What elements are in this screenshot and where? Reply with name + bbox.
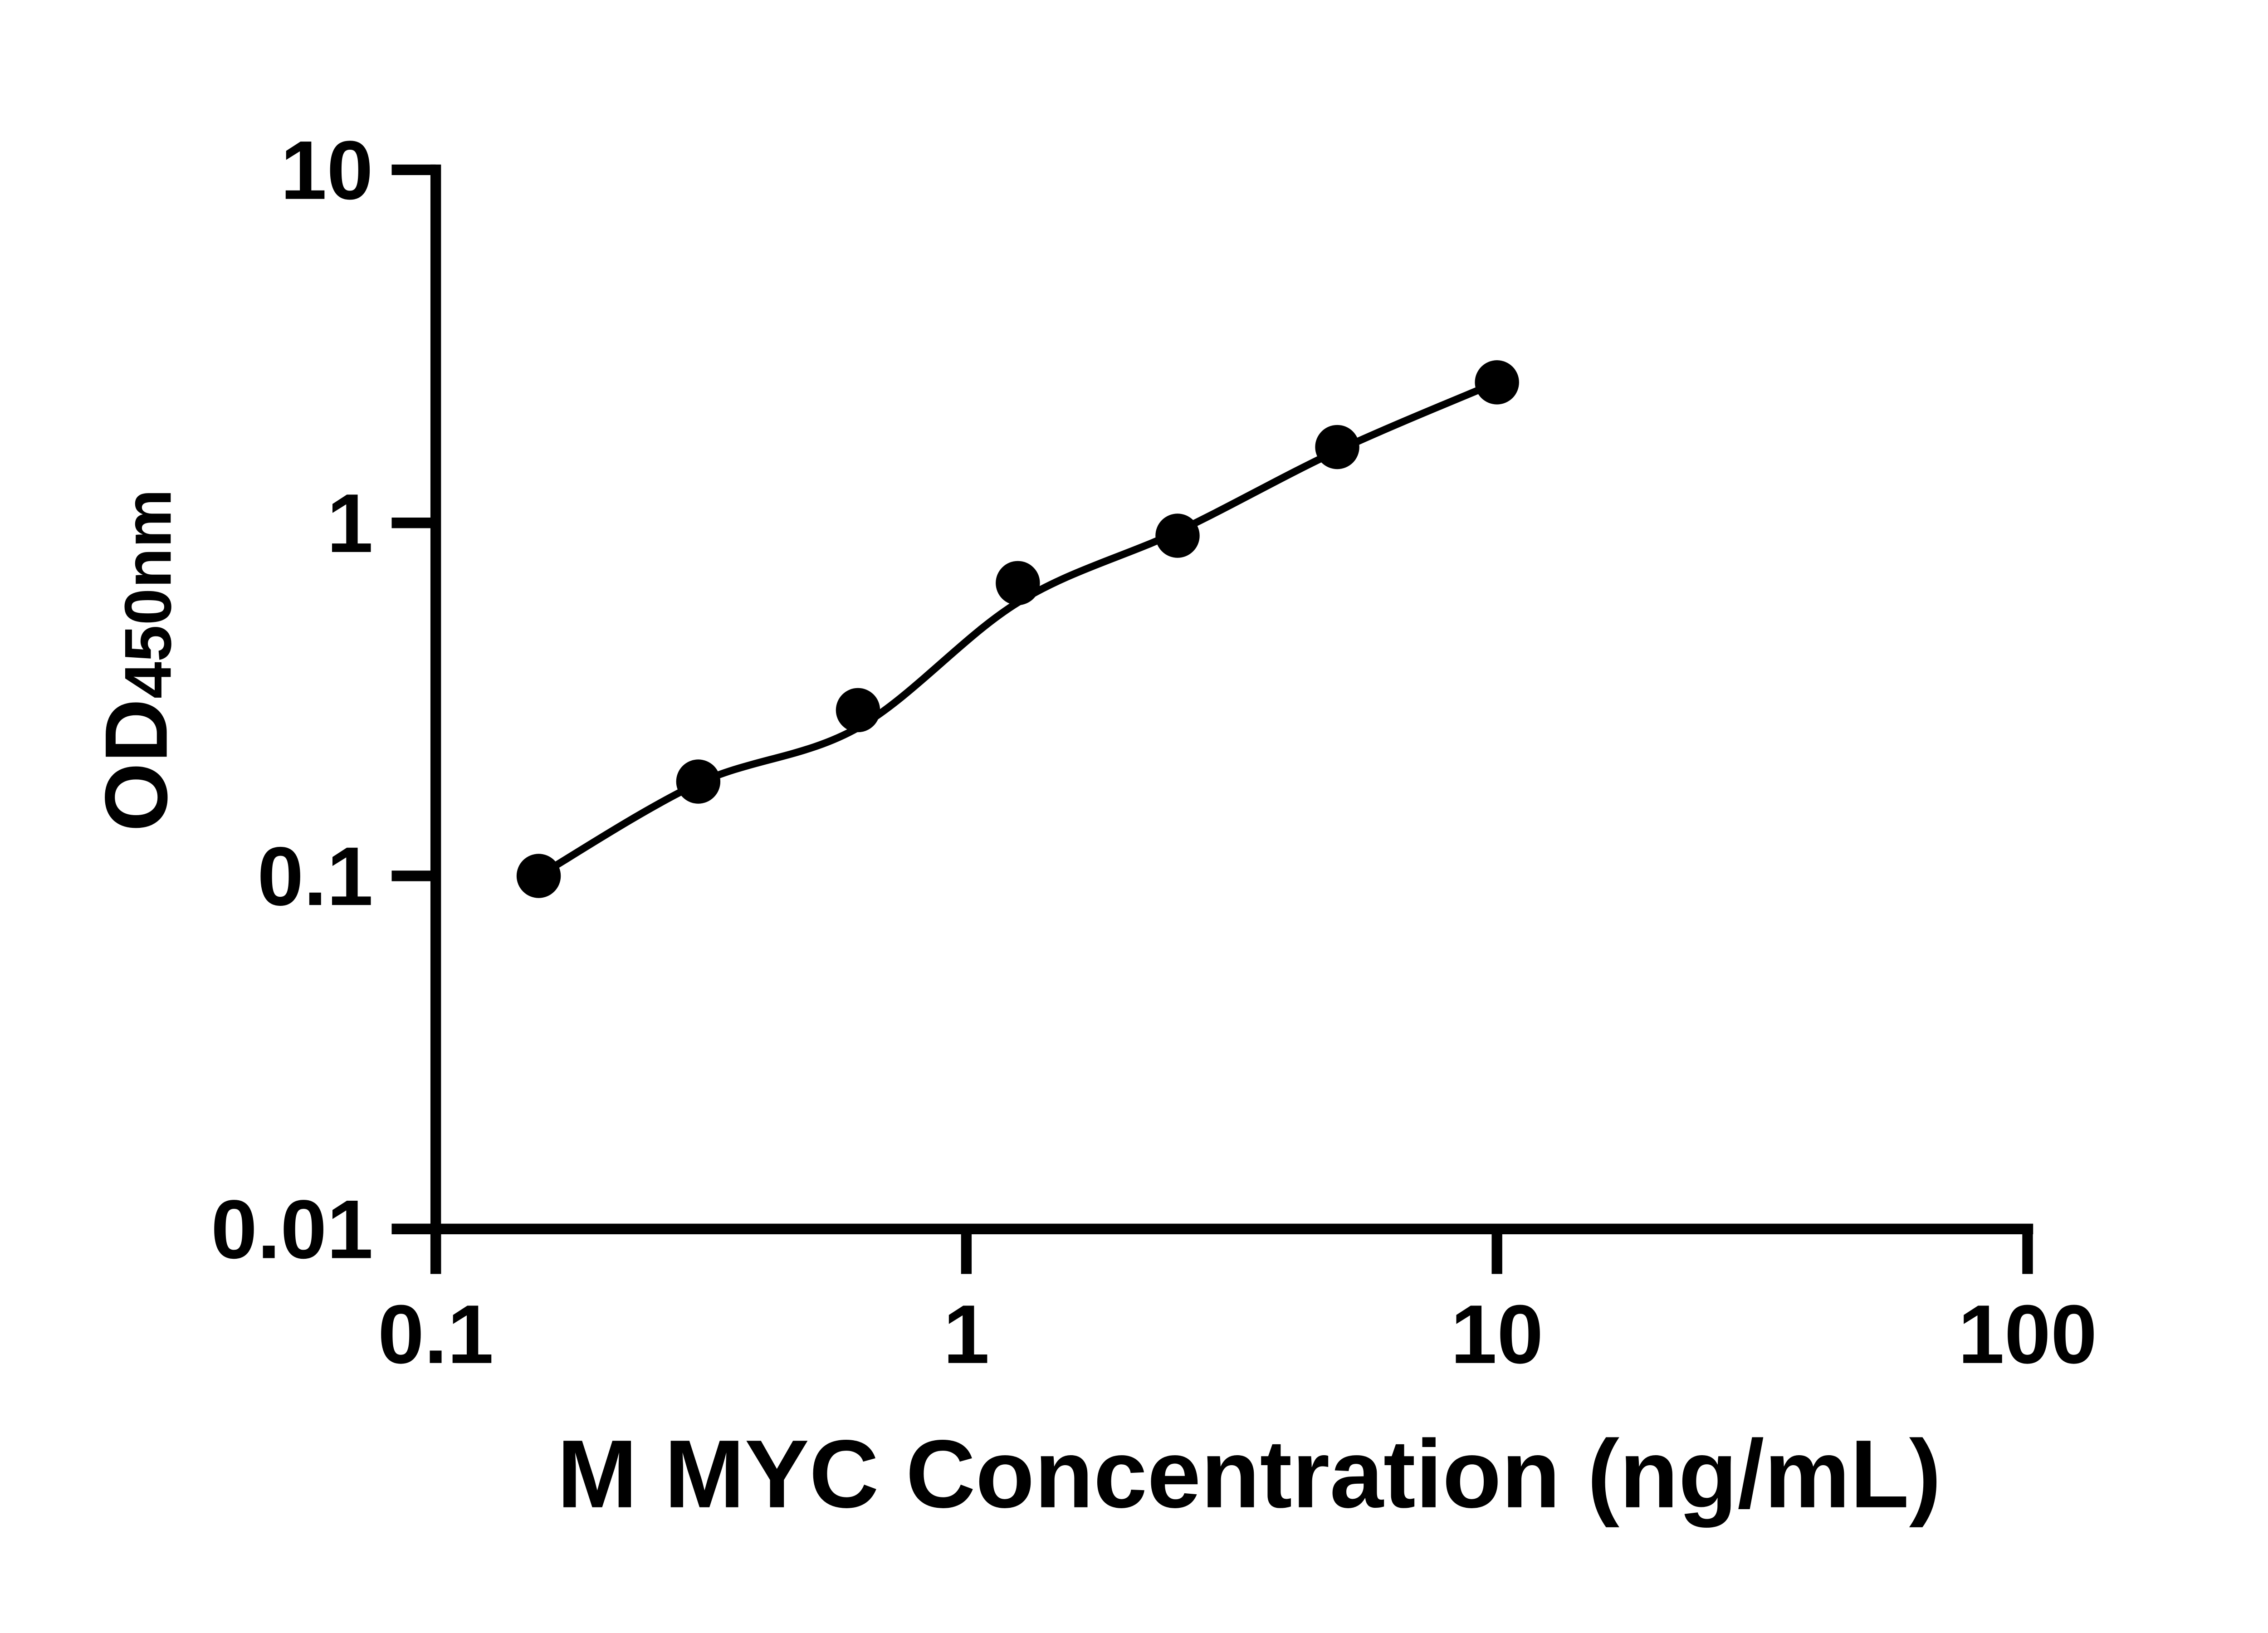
y-axis-title-subscript: 450nm — [111, 489, 185, 699]
data-point — [516, 854, 561, 898]
data-point — [676, 759, 721, 804]
data-point — [996, 561, 1040, 606]
y-axis-title-main: OD — [87, 699, 186, 831]
data-point — [836, 688, 880, 733]
y-axis-title: OD450nm — [87, 489, 186, 831]
y-tick-label: 1 — [327, 477, 373, 570]
y-tick-label: 0.01 — [211, 1183, 373, 1276]
x-tick-label: 0.1 — [378, 1288, 494, 1381]
x-tick-label: 100 — [1958, 1288, 2097, 1381]
data-point — [1315, 425, 1359, 469]
x-tick-label: 1 — [943, 1288, 989, 1381]
y-tick-label: 10 — [280, 124, 373, 217]
data-point — [1155, 513, 1200, 558]
y-tick-label: 0.1 — [257, 830, 373, 923]
data-point — [1475, 360, 1519, 405]
x-axis-title: M MYC Concentration (ng/mL) — [557, 1420, 1941, 1528]
x-tick-label: 10 — [1451, 1288, 1543, 1381]
